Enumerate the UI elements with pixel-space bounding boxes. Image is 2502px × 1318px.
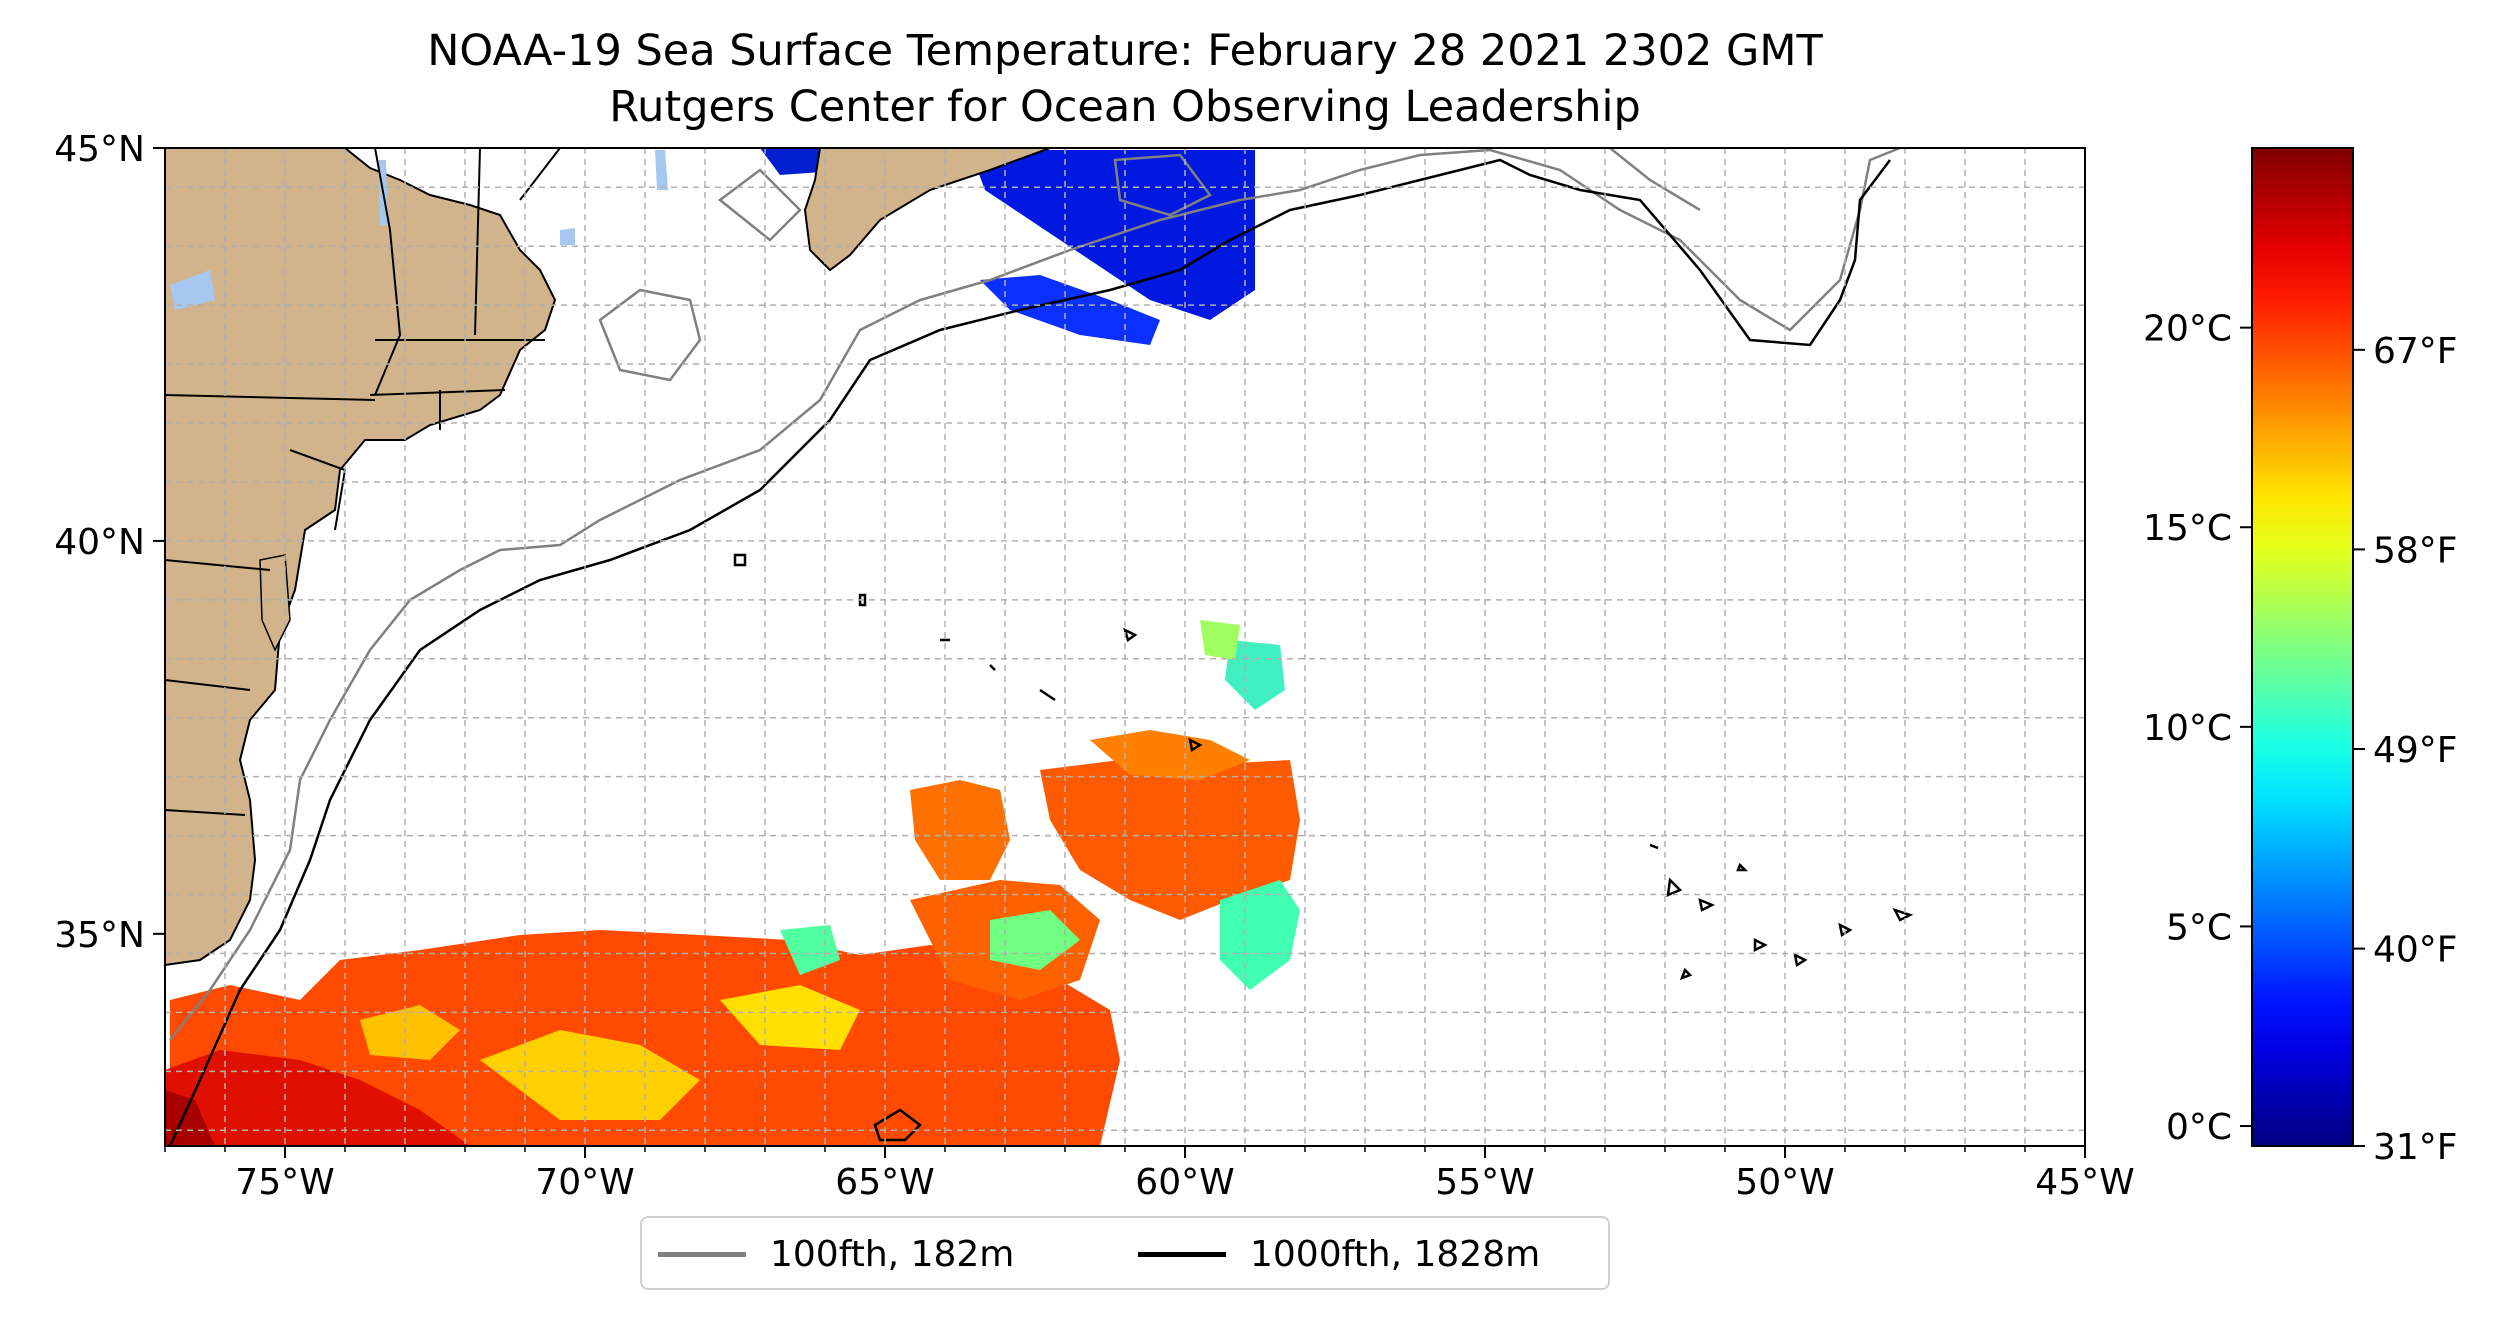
- land-layer: [165, 148, 1051, 967]
- seamount-12: [1753, 937, 1768, 953]
- seamount-4: [989, 664, 996, 671]
- lon-tick-label: 55°W: [1435, 1162, 1534, 1203]
- sst-cyan-east: [1220, 880, 1300, 990]
- celsius-tick-label: 5°C: [2166, 907, 2232, 948]
- lon-tick-label: 45°W: [2035, 1162, 2134, 1203]
- seamount-15: [1892, 907, 1914, 922]
- sst-warm-south: [170, 930, 1120, 1146]
- legend: 100fth, 182m 1000fth, 1828m: [640, 1216, 1610, 1290]
- land-delmarva: [259, 554, 291, 652]
- seamount-2: [858, 593, 867, 607]
- fahrenheit-tick-label: 49°F: [2373, 730, 2458, 771]
- sst-hot-southwest: [165, 1050, 470, 1146]
- sst-yellow-3: [360, 1005, 460, 1060]
- seamount-11: [1736, 862, 1749, 872]
- legend-label-1000fth: 1000fth, 1828m: [1250, 1233, 1541, 1275]
- figure-title: NOAA-19 Sea Surface Temperature: Februar…: [427, 26, 1823, 76]
- isobath-1000fth: [168, 158, 1914, 1146]
- sst-blue-scotian: [980, 275, 1160, 345]
- lake-moosehead: [655, 150, 668, 190]
- figure-subtitle: Rutgers Center for Ocean Observing Leade…: [609, 82, 1641, 132]
- lake-ny-finger: [170, 270, 215, 310]
- sst-orange-east: [1040, 760, 1300, 920]
- lon-tick-label: 50°W: [1735, 1162, 1834, 1203]
- seamount-9: [1666, 877, 1683, 897]
- gridlines: [165, 148, 2085, 1146]
- isobath-100fth: [169, 148, 1901, 1041]
- seamount-7: [1188, 737, 1203, 753]
- sst-orange-mid: [910, 780, 1010, 880]
- lon-tick-label: 70°W: [535, 1162, 634, 1203]
- sst-orange-north: [1090, 730, 1250, 780]
- seamount-5: [1039, 688, 1056, 702]
- fahrenheit-tick-label: 67°F: [2373, 331, 2458, 372]
- fahrenheit-tick-label: 40°F: [2373, 930, 2458, 971]
- legend-item-1000fth: 1000fth, 1828m: [1138, 1230, 1540, 1278]
- lat-tick-label: 40°N: [54, 522, 145, 563]
- seamount-16: [1679, 967, 1693, 981]
- lon-tick-label: 65°W: [835, 1162, 934, 1203]
- celsius-tick-label: 15°C: [2143, 508, 2232, 549]
- fahrenheit-tick-label: 31°F: [2373, 1127, 2458, 1168]
- fahrenheit-tick-label: 58°F: [2373, 530, 2458, 571]
- land-maritimes: [803, 148, 1051, 272]
- lon-tick-label: 60°W: [1135, 1162, 1234, 1203]
- seamount-13: [1793, 952, 1808, 968]
- lake-winnipesaukee: [560, 228, 575, 245]
- seamount-8: [1649, 843, 1659, 850]
- sst-green-mid: [990, 910, 1080, 970]
- lat-tick-label: 35°N: [54, 915, 145, 956]
- seamount-6: [1122, 627, 1138, 643]
- seamount-14: [1838, 922, 1853, 938]
- celsius-tick-label: 10°C: [2143, 708, 2232, 749]
- celsius-tick-label: 20°C: [2143, 309, 2232, 350]
- sst-cyan-north: [1225, 640, 1285, 710]
- celsius-tick-label: 0°C: [2166, 1107, 2232, 1148]
- lon-tick-label: 75°W: [235, 1162, 334, 1203]
- seamount-10: [1698, 897, 1716, 912]
- axis-ticks: 75°W 70°W 65°W 60°W 55°W 50°W 45°W 45°N 40°N 35°N: [54, 129, 2134, 1203]
- colorbar-ticks: 0°C 5°C 10°C 15°C 20°C 31°F 40°F 49°F 58°F 67°F: [2143, 309, 2457, 1168]
- legend-swatch-100fth: [658, 1251, 746, 1257]
- sst-green-north: [1200, 620, 1240, 660]
- legend-label-100fth: 100fth, 182m: [770, 1233, 1015, 1275]
- colorbar-ramp: [2251, 147, 2354, 1147]
- seamount-1: [733, 553, 747, 567]
- lat-tick-label: 45°N: [54, 129, 145, 170]
- legend-item-100fth: 100fth, 182m: [658, 1230, 1014, 1278]
- legend-swatch-1000fth: [1138, 1251, 1226, 1257]
- land-us-east-coast: [165, 148, 557, 967]
